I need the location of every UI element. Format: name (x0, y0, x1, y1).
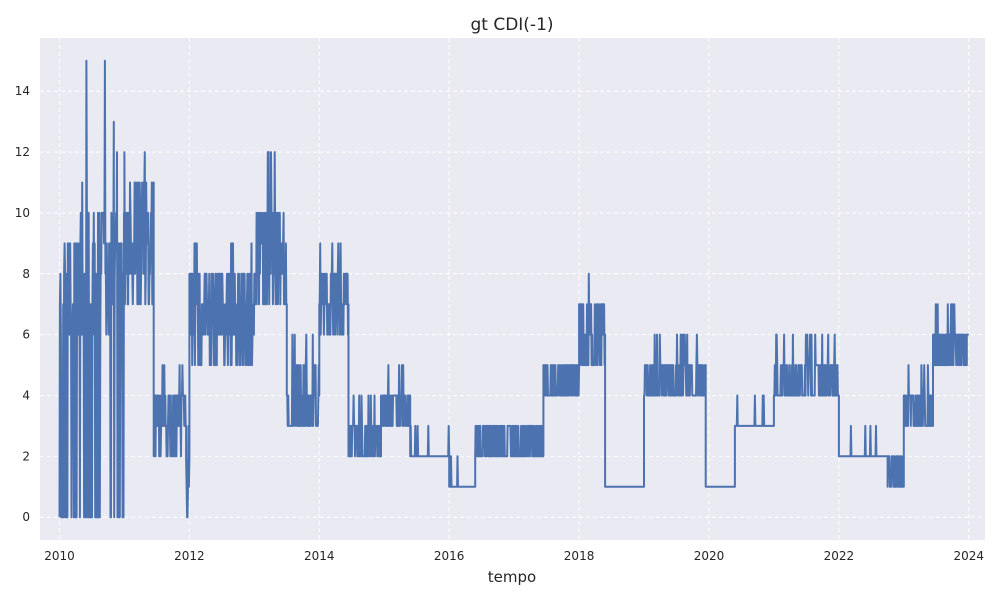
x-tick-label: 2010 (44, 549, 75, 563)
y-tick-label: 10 (15, 206, 30, 220)
plot-area (40, 38, 985, 540)
series-line (58, 59, 970, 519)
x-tick-label: 2012 (174, 549, 205, 563)
x-axis-ticks: 2010 2012 2014 2016 2018 2020 2022 2024 (44, 549, 984, 563)
x-tick-label: 2014 (304, 549, 335, 563)
x-tick-label: 2024 (953, 549, 984, 563)
y-tick-label: 8 (22, 267, 30, 281)
y-tick-label: 14 (15, 84, 30, 98)
series-group (58, 59, 970, 519)
y-tick-label: 12 (15, 145, 30, 159)
x-tick-label: 2018 (564, 549, 595, 563)
y-tick-label: 4 (22, 388, 30, 402)
y-tick-label: 0 (22, 510, 30, 524)
x-tick-label: 2020 (694, 549, 725, 563)
y-tick-label: 6 (22, 328, 30, 342)
x-tick-label: 2016 (434, 549, 465, 563)
x-tick-label: 2022 (824, 549, 855, 563)
y-axis-ticks: 0 2 4 6 8 10 12 14 (15, 84, 30, 524)
chart-title: gt CDI(-1) (470, 15, 553, 35)
y-tick-label: 2 (22, 449, 30, 463)
x-axis-label: tempo (488, 568, 536, 586)
